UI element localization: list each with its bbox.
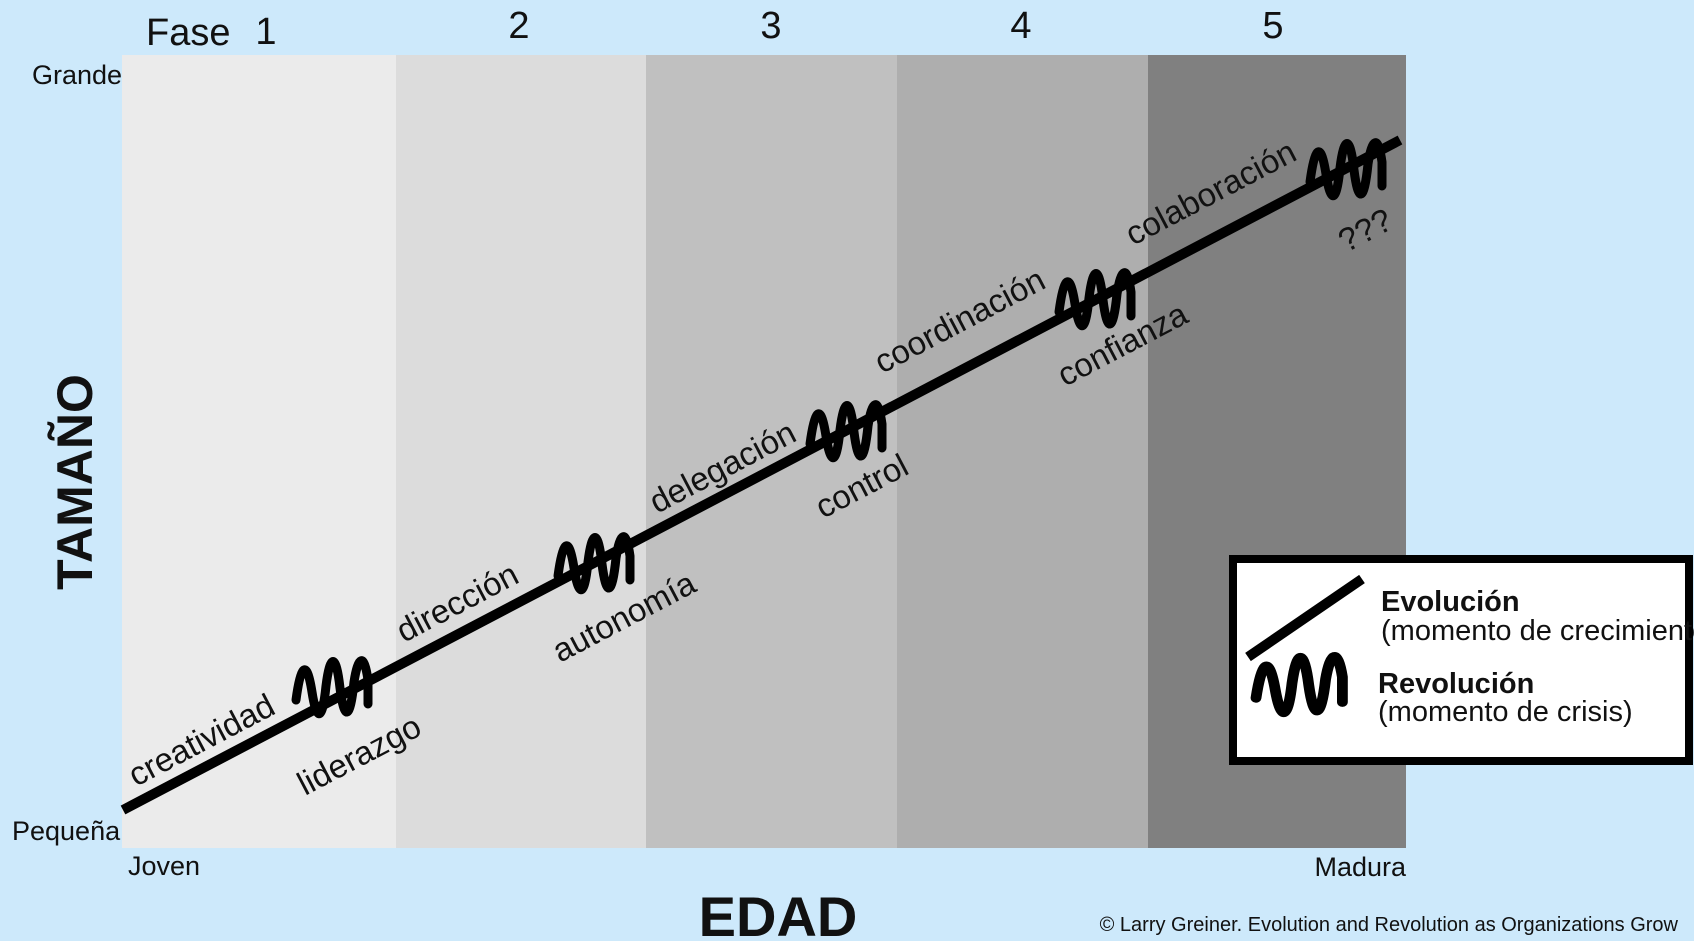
phase-band-1 <box>122 55 396 848</box>
legend-revolution-title: Revolución <box>1378 668 1534 700</box>
legend-evolution-line-icon <box>1245 574 1365 662</box>
phase-number-4: 4 <box>1010 5 1031 47</box>
evolution-trend-line <box>120 135 1403 815</box>
phase-band-2 <box>396 55 646 848</box>
credit-text: © Larry Greiner. Evolution and Revolutio… <box>1100 914 1679 936</box>
y-axis-bottom-label: Pequeña <box>12 816 121 846</box>
phase-number-2: 2 <box>508 5 529 47</box>
x-axis-right-label: Madura <box>1314 852 1407 882</box>
legend: Evolución (momento de crecimiento) Revol… <box>1229 555 1694 765</box>
y-axis-top-label: Grande <box>32 60 122 90</box>
legend-revolution-desc: (momento de crisis) <box>1378 696 1633 728</box>
phase-number-5: 5 <box>1262 5 1283 47</box>
x-axis-title: EDAD <box>699 885 858 941</box>
phase-band-4 <box>897 55 1148 848</box>
legend-evolution-title: Evolución <box>1381 586 1520 618</box>
phase-number-1: 1 <box>255 11 276 53</box>
phase-number-3: 3 <box>760 5 781 47</box>
legend-evolution-desc: (momento de crecimiento) <box>1381 615 1694 647</box>
x-axis-left-label: Joven <box>128 851 200 881</box>
fase-label: Fase <box>146 12 230 54</box>
y-axis-title: TAMAÑO <box>47 374 103 590</box>
legend-box <box>1229 555 1693 765</box>
